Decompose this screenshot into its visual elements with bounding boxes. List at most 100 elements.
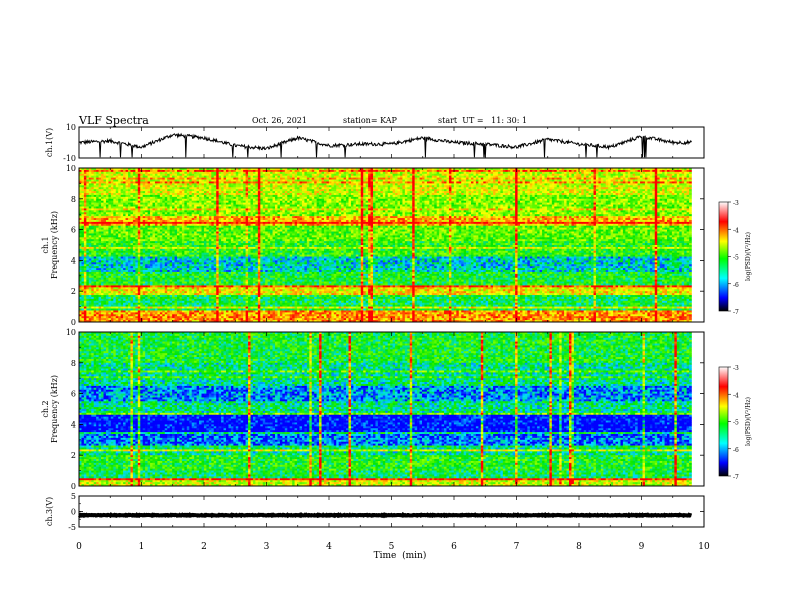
heatmap-cell <box>554 202 558 205</box>
heatmap-cell <box>559 183 562 186</box>
heatmap-cell <box>355 168 359 171</box>
heatmap-cell <box>255 169 259 173</box>
heatmap-cell <box>328 168 332 171</box>
heatmap-cell <box>471 169 474 173</box>
heatmap-cell <box>422 179 425 182</box>
heatmap-cell <box>250 171 254 175</box>
heatmap-cell <box>546 198 550 202</box>
heatmap-cell <box>534 169 538 173</box>
heatmap-cell <box>610 175 614 178</box>
heatmap-cell <box>471 193 474 196</box>
heatmap-cell <box>98 171 102 175</box>
heatmap-cell <box>297 191 300 194</box>
heatmap-cell <box>353 204 357 207</box>
heatmap-cell <box>368 198 371 202</box>
heatmap-cell <box>448 181 452 184</box>
heatmap-cell <box>395 202 398 205</box>
heatmap-cell <box>684 193 687 196</box>
heatmap-cell <box>336 193 339 196</box>
heatmap-cell <box>377 173 381 177</box>
heatmap-cell <box>196 183 200 186</box>
heatmap-cell <box>132 198 136 202</box>
heatmap-cell <box>505 175 509 178</box>
heatmap-cell <box>103 169 107 173</box>
heatmap-cell <box>211 189 215 192</box>
heatmap-cell <box>630 200 633 203</box>
heatmap-cell <box>681 175 685 178</box>
heatmap-cell <box>167 204 170 207</box>
heatmap-cell <box>319 193 322 196</box>
heatmap-cell <box>515 183 518 186</box>
heatmap-cell <box>162 198 166 202</box>
heatmap-cell <box>135 168 139 171</box>
heatmap-cell <box>289 185 293 188</box>
heatmap-cell <box>642 189 646 192</box>
heatmap-cell <box>630 179 633 182</box>
heatmap-cell <box>360 173 364 177</box>
heatmap-cell <box>167 183 170 186</box>
heatmap-cell <box>608 171 611 175</box>
heatmap-cell <box>196 175 200 178</box>
heatmap-cell <box>414 187 418 190</box>
heatmap-cell <box>301 181 305 184</box>
heatmap-cell <box>191 200 195 203</box>
heatmap-cell <box>595 193 599 196</box>
heatmap-cell <box>103 177 107 180</box>
heatmap-cell <box>649 177 653 180</box>
heatmap-cell <box>439 200 442 203</box>
heatmap-cell <box>461 193 464 196</box>
heatmap-cell <box>532 200 535 203</box>
heatmap-cell <box>130 183 134 186</box>
heatmap-cell <box>86 200 90 203</box>
heatmap-cell <box>510 202 513 205</box>
heatmap-cell <box>262 179 266 182</box>
heatmap-cell <box>679 177 682 180</box>
heatmap-cell <box>591 175 594 178</box>
heatmap-cell <box>377 196 381 200</box>
heatmap-cell <box>350 198 354 202</box>
heatmap-cell <box>167 200 170 203</box>
heatmap-cell <box>287 181 290 184</box>
heatmap-cell <box>520 187 523 190</box>
heatmap-cell <box>603 198 607 202</box>
heatmap-cell <box>456 173 460 177</box>
heatmap-cell <box>150 202 153 205</box>
heatmap-cell <box>453 204 457 207</box>
heatmap-cell <box>128 193 131 196</box>
heatmap-cell <box>240 183 244 186</box>
heatmap-cell <box>282 187 286 190</box>
heatmap-cell <box>662 179 665 182</box>
heatmap-cell <box>79 173 82 177</box>
heatmap-cell <box>93 200 97 203</box>
heatmap-cell <box>431 179 435 182</box>
heatmap-cell <box>456 181 460 184</box>
heatmap-cell <box>395 171 398 175</box>
heatmap-cell <box>346 169 349 173</box>
heatmap-cell <box>211 198 215 202</box>
heatmap-cell <box>169 168 173 171</box>
heatmap-cell <box>221 185 224 188</box>
heatmap-cell <box>164 183 168 186</box>
heatmap-cell <box>88 193 92 196</box>
heatmap-cell <box>157 189 161 192</box>
heatmap-cell <box>275 177 278 180</box>
heatmap-cell <box>424 179 428 182</box>
heatmap-cell <box>157 181 161 184</box>
heatmap-cell <box>118 198 121 202</box>
heatmap-cell <box>453 169 457 173</box>
heatmap-cell <box>353 171 357 175</box>
heatmap-cell <box>157 204 161 207</box>
heatmap-cell <box>177 187 180 190</box>
heatmap-cell <box>497 183 501 186</box>
heatmap-cell <box>223 198 227 202</box>
heatmap-cell <box>412 168 415 171</box>
heatmap-cell <box>240 189 244 192</box>
heatmap-cell <box>453 198 457 202</box>
heatmap-cell <box>130 193 134 196</box>
heatmap-cell <box>586 173 589 177</box>
heatmap-cell <box>226 183 229 186</box>
heatmap-cell <box>96 177 99 180</box>
heatmap-cell <box>412 179 415 182</box>
heatmap-cell <box>147 191 151 194</box>
